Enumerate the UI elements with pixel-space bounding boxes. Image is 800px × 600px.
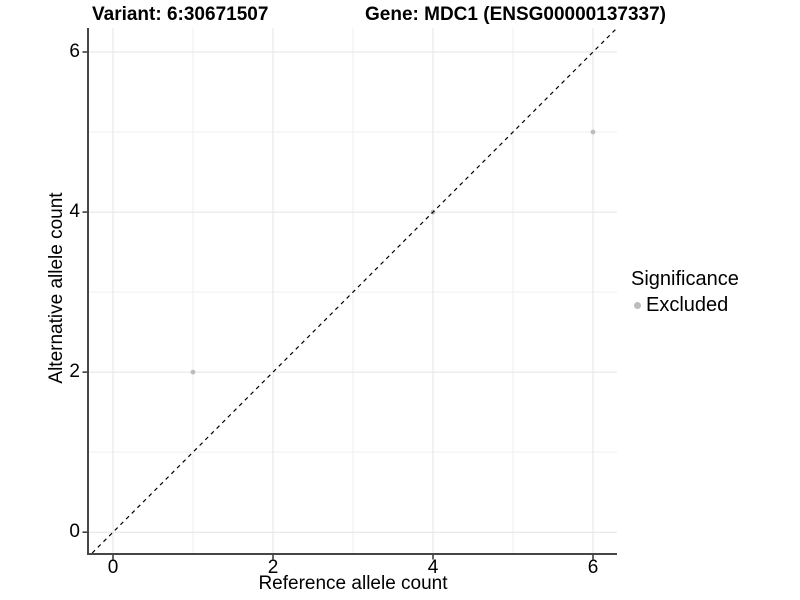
legend: Significance Excluded <box>631 268 739 317</box>
plot-panel <box>82 27 618 560</box>
x-tick-label: 2 <box>267 557 279 578</box>
legend-entry-label: Excluded <box>646 294 729 316</box>
data-point <box>190 369 196 375</box>
x-tick-label: 6 <box>587 557 599 578</box>
y-tick-label: 4 <box>69 201 80 223</box>
y-tick-label: 6 <box>69 41 80 62</box>
y-tick-label: 2 <box>69 361 80 383</box>
legend-entry-excluded: Excluded <box>631 294 739 317</box>
x-axis-title: Reference allele count <box>258 573 448 594</box>
y-axis-title: Alternative allele count <box>46 192 67 384</box>
x-tick-label: 4 <box>427 557 439 578</box>
data-point <box>590 129 596 135</box>
legend-title: Significance <box>631 268 739 290</box>
identity-reference-line <box>91 27 618 554</box>
plot-title-gene: Gene: MDC1 (ENSG00000137337) <box>365 4 666 25</box>
x-tick-label: 0 <box>107 557 119 578</box>
plot-title-variant: Variant: 6:30671507 <box>92 4 269 25</box>
legend-point-icon <box>634 302 641 309</box>
y-tick-label: 0 <box>69 521 80 543</box>
